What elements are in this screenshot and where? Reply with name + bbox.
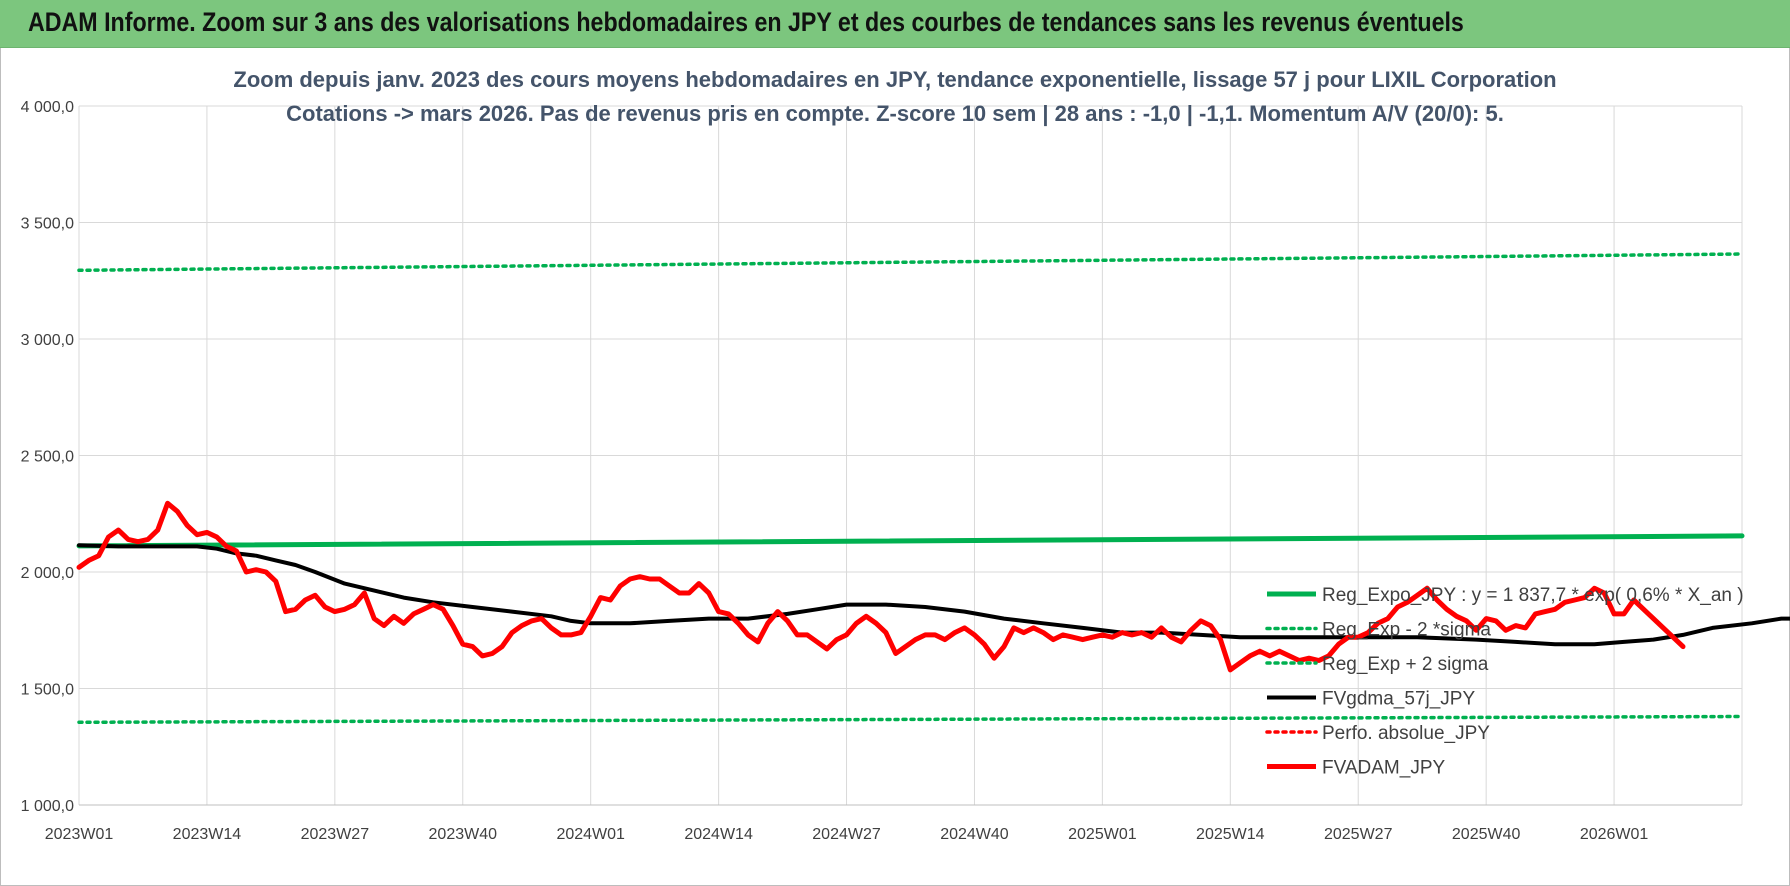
series-line-5 xyxy=(76,500,1686,673)
chart-series xyxy=(76,252,1790,725)
x-tick-label: 2024W14 xyxy=(684,826,753,843)
banner-title: ADAM Informe. Zoom sur 3 ans des valoris… xyxy=(28,7,1464,37)
chart-title: Zoom depuis janv. 2023 des cours moyens … xyxy=(233,67,1556,92)
x-tick-label: 2023W14 xyxy=(173,826,242,843)
y-tick-label: 2 000,0 xyxy=(21,565,74,582)
x-axis-labels: 2023W01 2023W14 2023W27 2023W40 2024W01 2024W… xyxy=(45,826,1649,843)
chart-grid xyxy=(78,105,1743,806)
legend-label: Reg_Expo_JPY : y = 1 837,7 * exp( 0,6% *… xyxy=(1322,585,1744,606)
x-tick-label: 2026W01 xyxy=(1580,826,1649,843)
legend-label: Reg_Exp - 2 *sigma xyxy=(1322,620,1491,641)
y-tick-label: 3 000,0 xyxy=(21,332,74,349)
y-tick-label: 1 500,0 xyxy=(21,682,74,699)
x-tick-label: 2023W27 xyxy=(301,826,370,843)
series-line-3 xyxy=(77,543,1790,647)
legend-label: Reg_Exp + 2 sigma xyxy=(1322,654,1489,675)
y-tick-label: 2 500,0 xyxy=(21,449,74,466)
legend-label: Perfo. absolue_JPY xyxy=(1322,723,1490,744)
series-line-1 xyxy=(77,714,1744,725)
y-tick-label: 1 000,0 xyxy=(21,798,74,815)
x-tick-label: 2025W14 xyxy=(1196,826,1265,843)
x-tick-label: 2024W40 xyxy=(940,826,1009,843)
chart-subtitle: Cotations -> mars 2026. Pas de revenus p… xyxy=(286,101,1504,126)
x-tick-label: 2025W01 xyxy=(1068,826,1137,843)
x-tick-label: 2025W27 xyxy=(1324,826,1393,843)
series-line-0 xyxy=(76,533,1745,549)
x-tick-label: 2024W27 xyxy=(812,826,881,843)
legend-label: FVgdma_57j_JPY xyxy=(1322,689,1475,710)
x-tick-label: 2025W40 xyxy=(1452,826,1521,843)
series-line-2 xyxy=(77,252,1744,273)
y-axis-labels: 1 000,0 1 500,0 2 000,0 2 500,0 3 000,0 3 500… xyxy=(21,99,74,815)
chart-legend: Reg_Expo_JPY : y = 1 837,7 * exp( 0,6% *… xyxy=(1265,585,1744,779)
report-banner: ADAM Informe. Zoom sur 3 ans des valoris… xyxy=(0,0,1790,48)
legend-label: FVADAM_JPY xyxy=(1322,758,1446,779)
x-tick-label: 2023W40 xyxy=(429,826,498,843)
chart-area: 1 000,0 1 500,0 2 000,0 2 500,0 3 000,0 3 500… xyxy=(21,67,1790,843)
y-tick-label: 4 000,0 xyxy=(21,99,74,116)
x-tick-label: 2023W01 xyxy=(45,826,114,843)
x-tick-label: 2024W01 xyxy=(556,826,625,843)
y-tick-label: 3 500,0 xyxy=(21,216,74,233)
